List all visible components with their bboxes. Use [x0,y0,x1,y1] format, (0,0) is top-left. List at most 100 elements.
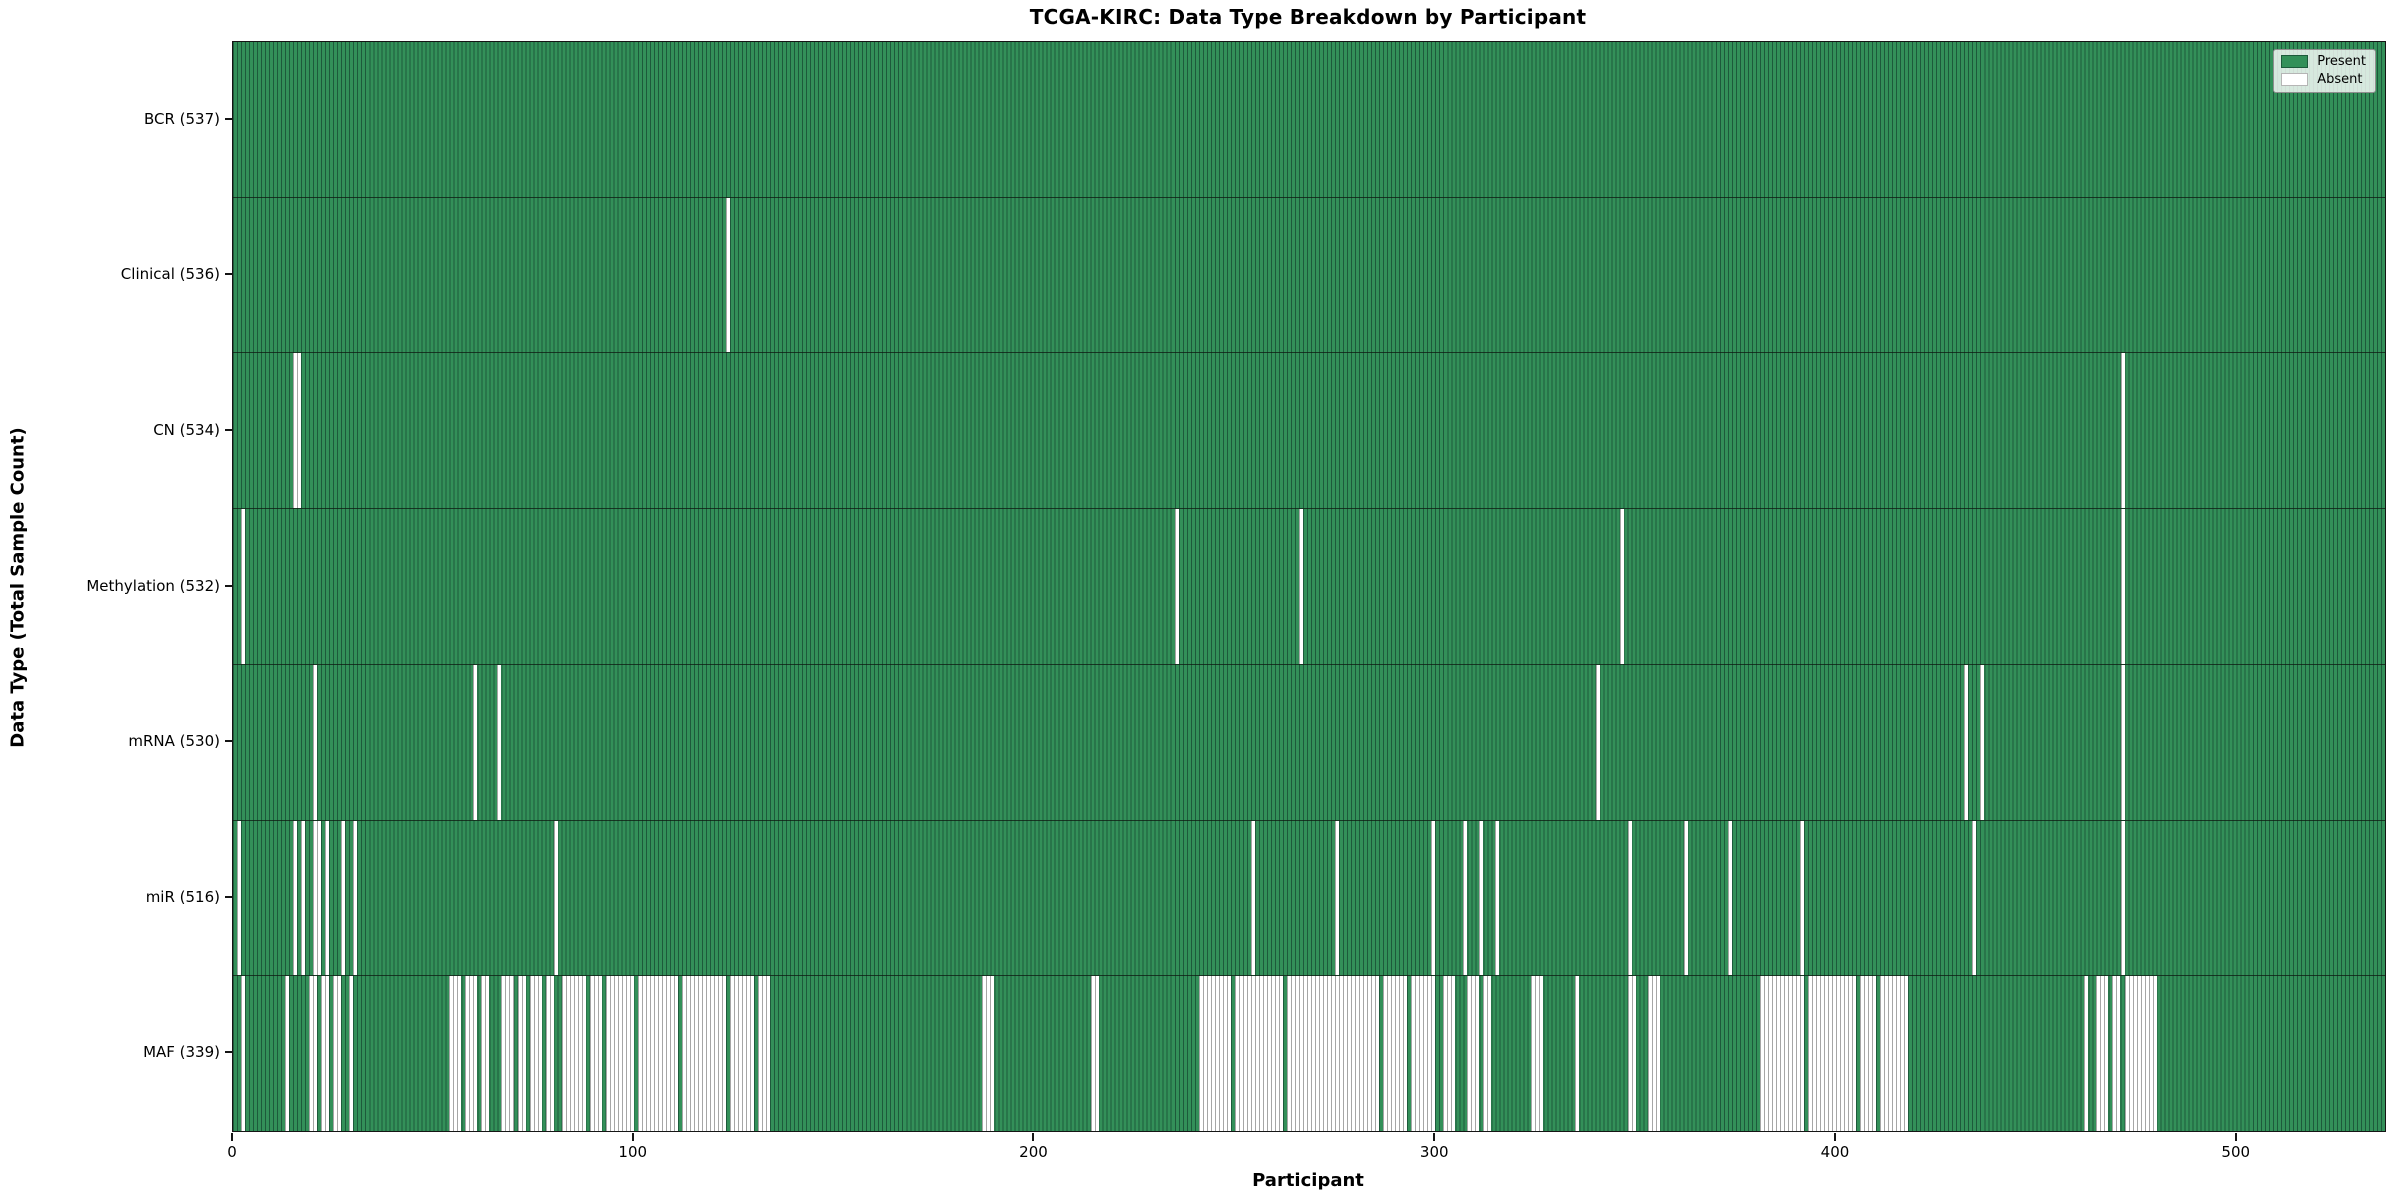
absent-stripe [2120,353,2125,509]
ytick-mark [225,740,232,743]
absent-stripe [545,976,554,1132]
absent-stripe [313,664,318,820]
absent-stripe [449,976,462,1132]
absent-stripe [1335,820,1340,976]
legend-item-absent: Absent [2281,73,2366,86]
absent-stripe [1286,976,1319,1132]
absent-stripe [1683,820,1688,976]
absent-stripe [561,976,586,1132]
plot-area: Present Absent [232,41,2386,1132]
absent-stripe [325,820,330,976]
chart-title: TCGA-KIRC: Data Type Breakdown by Partic… [1029,5,1587,29]
absent-stripe [2120,509,2125,664]
matrix-rows [233,42,2385,1132]
absent-stripe [1860,976,1877,1132]
absent-stripe [1759,976,1804,1132]
ytick-label-mrna: mRNA (530) [128,732,220,751]
xtick-label-500: 500 [2221,1143,2251,1161]
xtick-label-400: 400 [1820,1143,1850,1161]
absent-stripe [1298,509,1303,664]
absent-stripe [241,976,245,1132]
absent-stripe [1463,820,1468,976]
ytick-mark [225,584,232,587]
absent-stripe [2120,820,2125,976]
matrix-row-clinical [233,196,2385,353]
absent-stripe [1807,976,1856,1132]
absent-swatch-icon [2281,73,2309,86]
absent-stripe [481,976,490,1132]
absent-stripe [293,820,298,976]
absent-stripe [637,976,678,1132]
xtick-label-200: 200 [1019,1143,1048,1161]
ytick-label-clinical: Clinical (536) [120,265,220,284]
absent-stripe [237,820,241,976]
absent-stripe [301,820,306,976]
absent-stripe [1531,976,1544,1132]
xtick-mark [231,1133,233,1141]
absent-stripe [1479,820,1484,976]
matrix-row-methylation [233,508,2385,664]
absent-stripe [1880,976,1909,1132]
absent-stripe [1174,509,1179,664]
legend-present-label: Present [2317,54,2366,69]
absent-stripe [2084,976,2089,1132]
absent-stripe [1319,976,1380,1132]
absent-stripe [321,976,330,1132]
legend: Present Absent [2273,49,2376,93]
absent-stripe [1980,664,1985,820]
absent-stripe [341,820,346,976]
xtick-mark [1833,1133,1836,1141]
matrix-row-maf [233,975,2385,1132]
absent-stripe [465,976,478,1132]
legend-item-present: Present [2281,55,2366,68]
xtick-label-100: 100 [618,1143,648,1161]
present-swatch-icon [2281,55,2309,68]
absent-stripe [1575,976,1580,1132]
absent-stripe [1964,664,1969,820]
ytick-label-bcr: BCR (537) [143,109,220,128]
absent-stripe [589,976,602,1132]
absent-stripe [1619,509,1624,664]
matrix-row-cn [233,352,2385,509]
matrix-row-bcr [233,42,2385,197]
absent-stripe [2096,976,2109,1132]
absent-stripe [293,353,302,509]
x-axis-label: Participant [1252,1170,1364,1191]
matrix-row-mrna [233,663,2385,820]
absent-stripe [1647,976,1660,1132]
absent-stripe [529,976,542,1132]
absent-stripe [553,820,558,976]
absent-stripe [605,976,634,1132]
absent-stripe [501,976,514,1132]
absent-stripe [1443,976,1456,1132]
absent-stripe [681,976,726,1132]
absent-stripe [1198,976,1231,1132]
absent-stripe [1431,820,1436,976]
xtick-mark [631,1133,634,1141]
absent-stripe [1627,820,1632,976]
legend-absent-label: Absent [2317,72,2363,87]
ytick-label-cn: CN (534) [153,420,220,439]
ytick-mark [225,273,232,276]
absent-stripe [285,976,290,1132]
absent-stripe [353,820,358,976]
absent-stripe [309,976,318,1132]
absent-stripe [1799,820,1804,976]
absent-stripe [1972,820,1977,976]
absent-stripe [1411,976,1436,1132]
ytick-mark [225,117,232,120]
matrix-row-mir [233,819,2385,976]
absent-stripe [1383,976,1408,1132]
absent-stripe [1234,976,1283,1132]
absent-stripe [1495,820,1500,976]
ytick-label-mir: miR (516) [145,887,220,906]
absent-stripe [1595,664,1600,820]
ytick-mark [225,895,232,898]
xtick-mark [2234,1133,2237,1141]
absent-stripe [725,197,730,353]
ytick-label-methylation: Methylation (532) [86,576,220,595]
xtick-mark [1433,1133,1436,1141]
absent-stripe [2112,976,2121,1132]
xtick-mark [1032,1133,1035,1141]
